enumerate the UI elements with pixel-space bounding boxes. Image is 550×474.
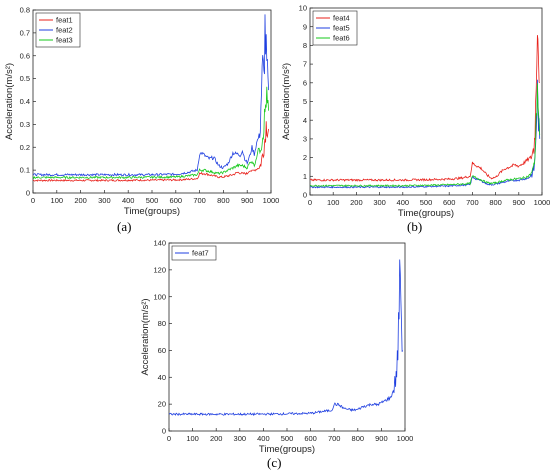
x-tick-label: 900 — [241, 196, 254, 205]
y-tick-label: 9 — [303, 22, 307, 31]
plot-frame — [168, 242, 406, 432]
legend-box — [171, 245, 217, 261]
y-tick-label: 120 — [153, 265, 166, 274]
chart-panel-1: 0 100 200 300 400 500 600 700 800 900 1000 0 1 2 3 4 5 6 7… — [281, 4, 550, 219]
x-axis-label: Time(groups) — [124, 206, 180, 217]
x-axis-label: Time(groups) — [259, 444, 315, 455]
y-tick-label: 20 — [158, 400, 166, 409]
y-tick-label: 1 — [303, 172, 307, 181]
x-tick-label: 800 — [489, 198, 502, 207]
x-tick-label: 500 — [146, 196, 159, 205]
y-tick-label: 0.7 — [20, 28, 30, 37]
x-tick-label: 1000 — [397, 434, 414, 443]
y-tick-label: 0.4 — [20, 97, 30, 106]
x-tick-label: 400 — [122, 196, 135, 205]
legend-entry-feat3: feat3 — [56, 36, 73, 45]
y-tick-label: 4 — [303, 116, 307, 125]
x-tick-label: 900 — [513, 198, 526, 207]
x-tick-label: 400 — [257, 434, 270, 443]
x-tick-label: 1000 — [263, 196, 280, 205]
x-tick-label: 100 — [51, 196, 64, 205]
y-tick-label: 6 — [303, 78, 307, 87]
x-tick-label: 400 — [397, 198, 410, 207]
x-tick-label: 200 — [74, 196, 87, 205]
x-tick-label: 300 — [373, 198, 386, 207]
x-tick-label: 600 — [170, 196, 183, 205]
y-tick-label: 0.2 — [20, 143, 30, 152]
x-tick-label: 600 — [443, 198, 456, 207]
y-tick-label: 40 — [158, 373, 166, 382]
y-tick-label: 0.1 — [20, 166, 30, 175]
y-tick-label: 0 — [162, 427, 166, 436]
x-tick-label: 1000 — [534, 198, 550, 207]
series-line-feat1 — [32, 121, 269, 182]
x-tick-label: 600 — [304, 434, 317, 443]
legend-box — [35, 12, 81, 48]
y-tick-label: 3 — [303, 135, 307, 144]
y-tick-label: 60 — [158, 346, 166, 355]
y-tick-label: 140 — [153, 239, 166, 248]
x-tick-label: 900 — [375, 434, 388, 443]
x-tick-label: 500 — [420, 198, 433, 207]
y-tick-label: 8 — [303, 41, 307, 50]
y-axis-label: Acceleration(m/s²) — [4, 63, 15, 140]
x-tick-label: 300 — [234, 434, 247, 443]
x-tick-label: 300 — [98, 196, 111, 205]
legend-entry-feat2: feat2 — [56, 26, 73, 35]
chart-panel-2: 0 100 200 300 400 500 600 700 800 900 1000 0 20 40 60 8… — [140, 239, 413, 455]
legend-entry-feat4: feat4 — [333, 14, 350, 23]
series-line-feat3 — [32, 86, 269, 180]
x-tick-label: 0 — [167, 434, 171, 443]
y-axis-label: Acceleration(m/s²) — [140, 298, 151, 375]
y-tick-label: 10 — [299, 4, 307, 13]
x-tick-label: 200 — [350, 198, 363, 207]
legend-entry-feat6: feat6 — [333, 34, 350, 43]
y-tick-label: 2 — [303, 153, 307, 162]
series-line-feat5 — [309, 79, 541, 189]
chart-panel-0: 0 100 200 300 400 500 600 700 800 900 1000 0 0.1 0.2 0… — [4, 6, 279, 217]
y-tick-label: 80 — [158, 319, 166, 328]
legend-entry-feat7: feat7 — [192, 249, 209, 258]
y-tick-label: 7 — [303, 60, 307, 69]
y-tick-label: 100 — [153, 292, 166, 301]
x-tick-label: 800 — [352, 434, 365, 443]
panel-label-c: (c) — [267, 455, 282, 470]
x-axis-label: Time(groups) — [398, 208, 454, 219]
panel-label-b: (b) — [407, 219, 423, 234]
x-tick-label: 200 — [210, 434, 223, 443]
panel-label-a: (a) — [117, 219, 132, 234]
y-tick-label: 5 — [303, 97, 307, 106]
series-line-feat2 — [32, 14, 269, 177]
y-tick-label: 0.6 — [20, 51, 30, 60]
x-tick-label: 0 — [308, 198, 312, 207]
x-tick-label: 500 — [281, 434, 294, 443]
y-tick-label: 0 — [26, 189, 30, 198]
y-tick-label: 0 — [303, 191, 307, 200]
series-line-feat6 — [309, 83, 541, 188]
x-tick-label: 700 — [466, 198, 479, 207]
y-tick-label: 0.5 — [20, 74, 30, 83]
y-axis-label: Acceleration(m/s²) — [281, 63, 292, 140]
x-tick-label: 700 — [193, 196, 206, 205]
x-tick-label: 800 — [217, 196, 230, 205]
y-tick-label: 0.3 — [20, 120, 30, 129]
legend-entry-feat5: feat5 — [333, 24, 350, 33]
y-tick-label: 0.8 — [20, 6, 30, 15]
legend-entry-feat1: feat1 — [56, 16, 73, 25]
x-tick-label: 100 — [186, 434, 199, 443]
x-tick-label: 700 — [328, 434, 341, 443]
x-tick-label: 100 — [327, 198, 340, 207]
x-tick-label: 0 — [31, 196, 35, 205]
series-line-feat4 — [309, 35, 541, 182]
series-line-feat7 — [168, 259, 403, 417]
